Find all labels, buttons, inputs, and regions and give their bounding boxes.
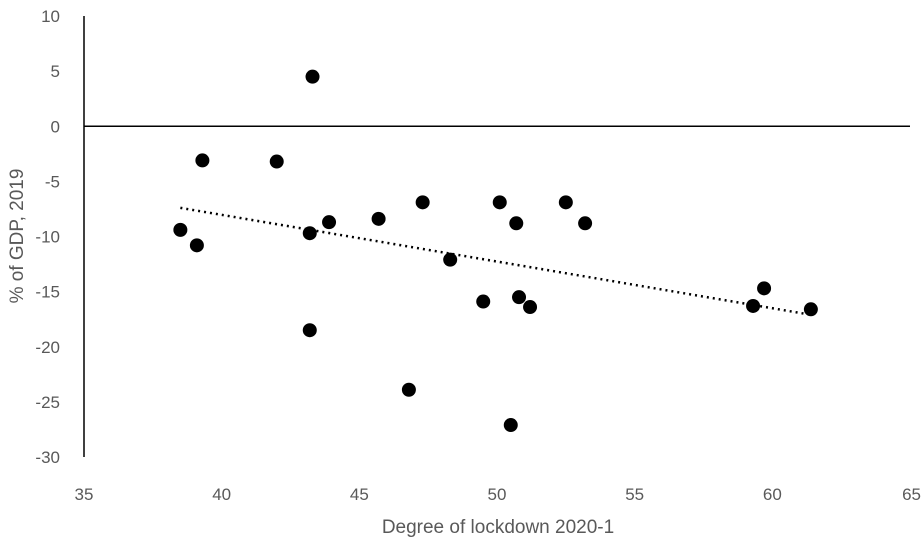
trendline	[180, 206, 812, 317]
y-tick-label: 5	[51, 62, 60, 81]
y-axis-tick-labels: 10 5 0 -5 -10 -15 -20 -25 -30	[35, 7, 60, 467]
y-tick-label: -20	[35, 338, 60, 357]
data-point	[195, 153, 210, 168]
y-tick-label: 0	[51, 117, 60, 136]
x-tick-label: 40	[212, 485, 231, 504]
data-point	[302, 323, 317, 338]
data-point	[302, 226, 317, 241]
data-point	[558, 195, 573, 210]
data-point	[509, 216, 524, 231]
x-axis-title: Degree of lockdown 2020-1	[382, 517, 614, 538]
x-axis-tick-labels: 35 40 45 50 55 60 65	[75, 485, 921, 504]
data-point	[189, 238, 204, 253]
data-point	[305, 69, 320, 84]
x-tick-label: 45	[350, 485, 369, 504]
data-point	[757, 281, 772, 296]
y-tick-label: -30	[35, 448, 60, 467]
data-point	[746, 298, 761, 313]
y-tick-label: -15	[35, 283, 60, 302]
data-point	[503, 418, 518, 433]
x-tick-label: 55	[625, 485, 644, 504]
data-point	[492, 195, 507, 210]
data-point	[173, 222, 188, 237]
data-point	[578, 216, 593, 231]
data-point	[443, 252, 458, 267]
data-point	[803, 302, 818, 317]
data-point	[476, 294, 491, 309]
y-tick-label: -25	[35, 393, 60, 412]
y-tick-label: -10	[35, 228, 60, 247]
data-point	[322, 215, 337, 230]
y-tick-label: -5	[45, 172, 60, 191]
data-point	[415, 195, 430, 210]
data-point	[269, 154, 284, 169]
y-tick-label: 10	[41, 7, 60, 26]
data-point	[523, 300, 538, 315]
x-tick-label: 50	[488, 485, 507, 504]
data-point	[401, 382, 416, 397]
x-tick-label: 65	[902, 485, 921, 504]
x-tick-label: 35	[75, 485, 94, 504]
data-points	[173, 69, 818, 433]
y-axis-title: % of GDP, 2019	[7, 169, 28, 304]
data-point	[371, 211, 386, 226]
x-tick-label: 60	[763, 485, 782, 504]
data-point	[512, 290, 527, 305]
